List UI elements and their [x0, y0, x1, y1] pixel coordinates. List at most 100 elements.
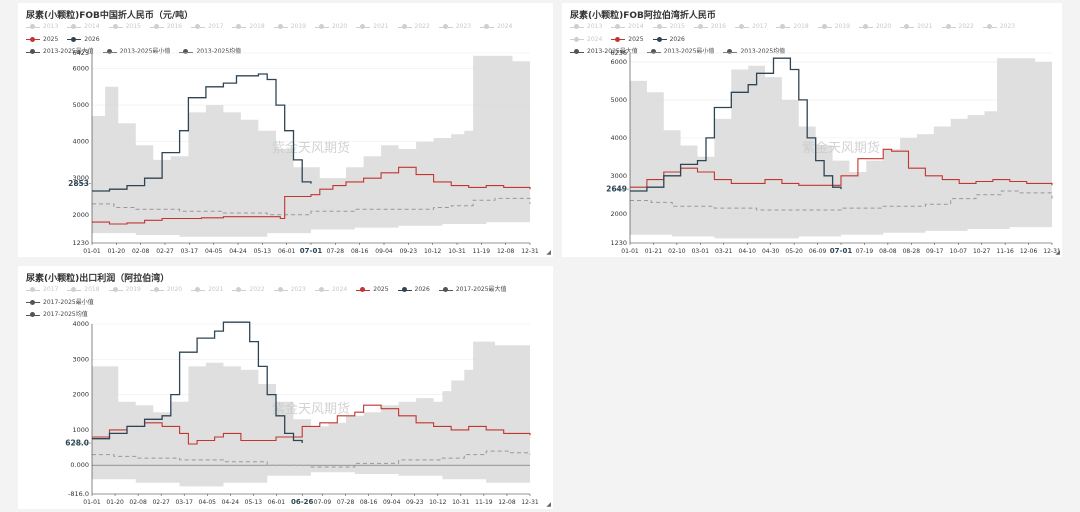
legend-marker-icon — [397, 287, 412, 293]
legend-item-2015[interactable]: 2015 — [652, 21, 685, 32]
legend-item-2020[interactable]: 2020 — [858, 21, 891, 32]
x-tick-label: 02-10 — [668, 248, 686, 255]
x-tick-label: 12-31 — [521, 248, 539, 255]
series-2025-line — [630, 148, 1053, 188]
legend-item-2019[interactable]: 2019 — [817, 21, 850, 32]
average-line — [92, 450, 531, 468]
x-tick-label: 09-23 — [406, 499, 424, 506]
legend-item-2016[interactable]: 2016 — [149, 21, 182, 32]
legend-item-2023[interactable]: 2023 — [273, 284, 306, 295]
legend-marker-icon — [191, 24, 206, 30]
legend-item-2017-2025均值[interactable]: 2017-2025均值 — [26, 309, 88, 320]
legend-item-2024[interactable]: 2024 — [570, 34, 602, 45]
legend-marker-icon — [273, 287, 288, 293]
legend-item-2026[interactable]: 2026 — [67, 34, 100, 45]
legend-item-2014[interactable]: 2014 — [67, 21, 100, 32]
legend-marker-icon — [356, 24, 371, 30]
legend-item-2018[interactable]: 2018 — [776, 21, 809, 32]
legend-item-2017-2025最大值[interactable]: 2017-2025最大值 — [438, 284, 507, 295]
legend-label: 2021 — [917, 23, 933, 30]
x-tick-label: 08-08 — [879, 248, 897, 255]
series-2026-line — [92, 321, 303, 443]
x-tick-label: 10-31 — [448, 248, 466, 255]
chart-legend[interactable]: 2013 2014 2015 2016 2017 2018 2019 2020 2021 2022… — [570, 21, 1060, 59]
legend-marker-icon — [480, 24, 495, 30]
current-value-label: 628.0 — [65, 439, 89, 448]
chart-legend[interactable]: 2013 2014 2015 2016 2017 2018 2019 2020 2021 2022… — [26, 21, 546, 59]
legend-item-2021[interactable]: 2021 — [191, 284, 223, 295]
legend-marker-icon — [438, 24, 453, 30]
legend-label: 2019 — [290, 23, 306, 30]
resize-corner-icon[interactable]: ◢ — [1055, 250, 1060, 256]
average-line — [92, 197, 531, 216]
legend-item-2018[interactable]: 2018 — [232, 21, 265, 32]
legend-item-2023[interactable]: 2023 — [438, 21, 471, 32]
legend-label: 2013-2025均值 — [196, 48, 242, 55]
legend-item-2026[interactable]: 2026 — [397, 284, 430, 295]
legend-item-2018[interactable]: 2018 — [67, 284, 100, 295]
resize-corner-icon[interactable]: ◢ — [546, 502, 551, 508]
x-tick-label: 03-21 — [715, 248, 733, 255]
legend-item-2017[interactable]: 2017 — [735, 21, 767, 32]
chart-legend[interactable]: 2017 2018 2019 2020 2021 2022 2023 2024 2025 2026… — [26, 284, 546, 322]
legend-item-2017[interactable]: 2017 — [191, 21, 223, 32]
legend-marker-icon — [817, 24, 832, 30]
legend-item-2017[interactable]: 2017 — [26, 284, 58, 295]
x-tick-label: 12-06 — [1020, 248, 1038, 255]
legend-marker-icon — [693, 24, 708, 30]
legend-label: 2020 — [166, 286, 183, 293]
x-tick-label: 04-24 — [229, 248, 247, 255]
x-tick-label: 10-27 — [973, 248, 991, 255]
legend-item-2022[interactable]: 2022 — [397, 21, 430, 32]
legend-item-2019[interactable]: 2019 — [108, 284, 141, 295]
legend-item-2026[interactable]: 2026 — [652, 34, 685, 45]
legend-item-2025[interactable]: 2025 — [611, 34, 644, 45]
legend-label: 2023 — [290, 286, 306, 293]
legend-item-2019[interactable]: 2019 — [273, 21, 306, 32]
legend-marker-icon — [397, 24, 412, 30]
resize-corner-icon[interactable]: ◢ — [546, 250, 551, 256]
legend-item-2020[interactable]: 2020 — [314, 21, 347, 32]
legend-item-2025[interactable]: 2025 — [26, 34, 58, 45]
x-tick-label: 01-01 — [621, 248, 639, 255]
legend-item-2021[interactable]: 2021 — [900, 21, 933, 32]
legend-item-2022[interactable]: 2022 — [941, 21, 974, 32]
series-2025-line — [92, 404, 531, 445]
series-2025-line — [92, 166, 531, 225]
legend-item-2014[interactable]: 2014 — [611, 21, 644, 32]
x-tick-label: 02-27 — [156, 248, 174, 255]
legend-item-2013-2025最小值[interactable]: 2013-2025最小值 — [646, 46, 714, 57]
max-min-band — [92, 55, 530, 237]
legend-item-2021[interactable]: 2021 — [356, 21, 389, 32]
x-highlight-label: 06-26 — [291, 498, 314, 506]
legend-marker-icon — [67, 36, 82, 42]
legend-item-2015[interactable]: 2015 — [108, 21, 141, 32]
x-tick-label: 05-13 — [254, 248, 272, 255]
legend-item-2024[interactable]: 2024 — [480, 21, 512, 32]
legend-item-2020[interactable]: 2020 — [149, 284, 183, 295]
legend-label: 2018 — [793, 23, 809, 30]
y-tick-label: 6000 — [610, 58, 627, 66]
legend-item-2016[interactable]: 2016 — [693, 21, 726, 32]
legend-item-2013-2025均值[interactable]: 2013-2025均值 — [723, 46, 785, 57]
legend-item-2013-2025最大值[interactable]: 2013-2025最大值 — [26, 46, 94, 57]
legend-item-2022[interactable]: 2022 — [232, 284, 265, 295]
x-tick-label: 12-31 — [521, 499, 539, 506]
legend-item-2013-2025均值[interactable]: 2013-2025均值 — [179, 46, 241, 57]
x-tick-label: 03-17 — [175, 499, 193, 506]
legend-item-2025[interactable]: 2025 — [356, 284, 389, 295]
legend-item-2013-2025最大值[interactable]: 2013-2025最大值 — [570, 46, 638, 57]
legend-marker-icon — [149, 287, 164, 293]
legend-label: 2019 — [125, 286, 141, 293]
legend-item-2013-2025最小值[interactable]: 2013-2025最小值 — [102, 46, 170, 57]
legend-label: 2013-2025均值 — [740, 48, 786, 55]
legend-item-2013[interactable]: 2013 — [570, 21, 602, 32]
legend-item-2023[interactable]: 2023 — [982, 21, 1015, 32]
x-tick-label: 09-17 — [926, 248, 944, 255]
y-tick-label: 2000 — [72, 391, 89, 399]
legend-item-2017-2025最小值[interactable]: 2017-2025最小值 — [26, 297, 94, 308]
legend-item-2013[interactable]: 2013 — [26, 21, 58, 32]
x-tick-label: 02-08 — [129, 499, 147, 506]
legend-marker-icon — [570, 24, 584, 30]
legend-item-2024[interactable]: 2024 — [314, 284, 347, 295]
